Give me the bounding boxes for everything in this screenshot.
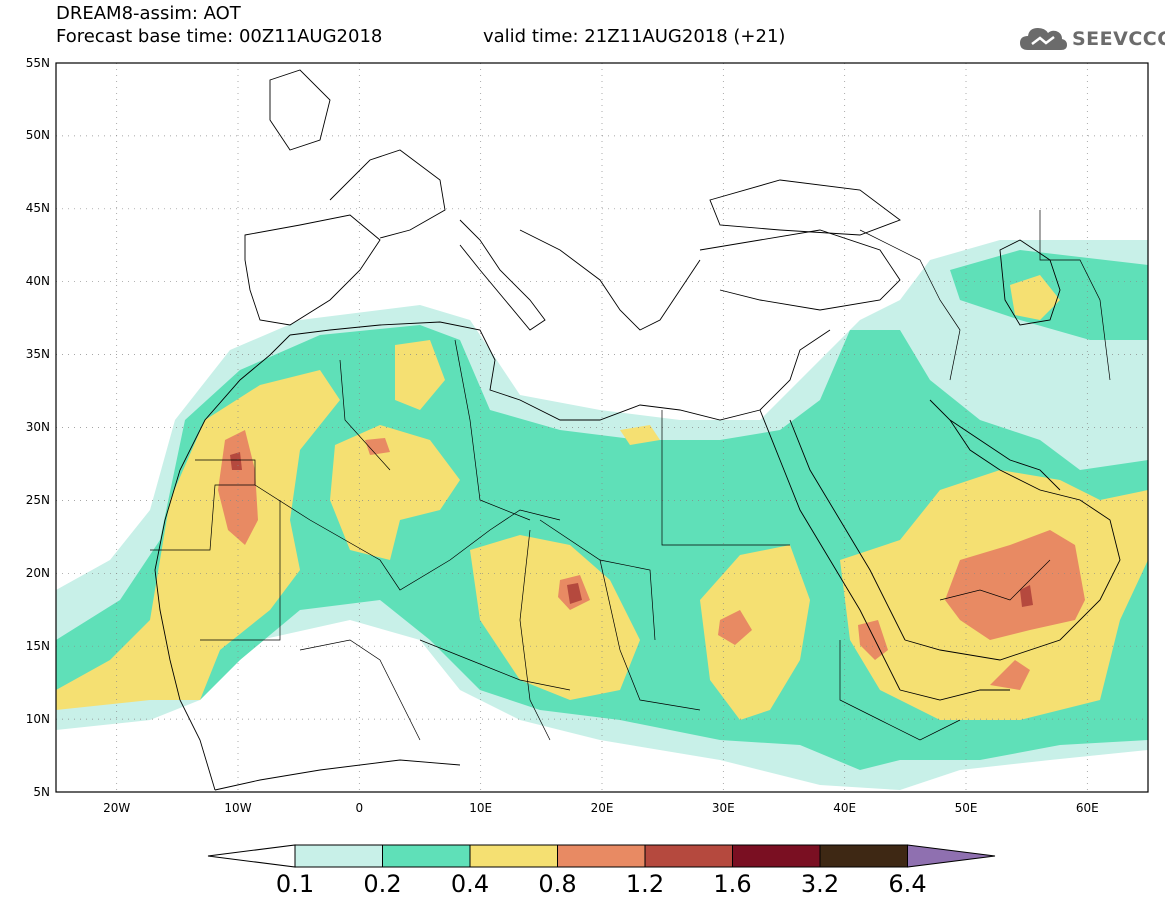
lat-lon-grid bbox=[56, 63, 1148, 792]
lon-label: 60E bbox=[1076, 801, 1099, 815]
lon-label: 10E bbox=[469, 801, 492, 815]
colorbar-bin bbox=[294, 844, 383, 868]
colorbar-bin bbox=[819, 844, 908, 868]
lat-label: 30N bbox=[26, 420, 50, 434]
logo-text: SEEVCCC bbox=[1072, 28, 1165, 50]
forecast-base-time: Forecast base time: 00Z11AUG2018 bbox=[56, 26, 383, 47]
aot-contour-0.8-yemen bbox=[990, 660, 1030, 690]
aot-contour-0.4-sudan bbox=[700, 545, 810, 720]
colorbar-under-arrow bbox=[207, 844, 296, 868]
aot-contour-0.4-chad bbox=[470, 535, 640, 700]
lon-labels: 20W 10W 0 10E 20E 30E 40E 50E 60E bbox=[103, 801, 1099, 815]
aot-contour-0.4-algeria bbox=[330, 425, 460, 560]
aot-contour-1.2-chad bbox=[567, 583, 582, 604]
lat-label: 20N bbox=[26, 566, 50, 580]
cloud-icon bbox=[1020, 28, 1067, 50]
aot-contour-0.8-arabia bbox=[945, 530, 1085, 640]
lon-label: 30E bbox=[712, 801, 735, 815]
lon-label: 50E bbox=[955, 801, 978, 815]
aot-contour-0.8-sudan bbox=[718, 610, 752, 645]
lat-labels: 5N 10N 15N 20N 25N 30N 35N 40N 45N 50N 5… bbox=[26, 56, 50, 799]
colorbar-label: 0.1 bbox=[275, 870, 315, 898]
lat-label: 25N bbox=[26, 493, 50, 507]
colorbar-label: 0.4 bbox=[450, 870, 490, 898]
map-frame bbox=[55, 62, 1149, 793]
colorbar-bin bbox=[644, 844, 733, 868]
coastlines bbox=[150, 69, 1121, 791]
lat-label: 55N bbox=[26, 56, 50, 70]
aot-contour-0.4-caspian bbox=[1010, 275, 1060, 320]
colorbar bbox=[207, 844, 996, 868]
lat-label: 40N bbox=[26, 274, 50, 288]
lat-label: 10N bbox=[26, 712, 50, 726]
lon-label: 0 bbox=[355, 801, 363, 815]
lat-label: 50N bbox=[26, 128, 50, 142]
lat-label: 45N bbox=[26, 201, 50, 215]
colorbar-label: 0.8 bbox=[538, 870, 577, 898]
lat-label: 35N bbox=[26, 347, 50, 361]
aot-contour-0.4-west bbox=[56, 370, 340, 710]
aot-contour-1.2-arabia bbox=[1020, 585, 1033, 607]
aot-field bbox=[56, 240, 1148, 790]
colorbar-label: 0.2 bbox=[363, 870, 402, 898]
colorbar-label: 3.2 bbox=[800, 870, 840, 898]
lat-label: 5N bbox=[33, 785, 50, 799]
colorbar-bin bbox=[557, 844, 646, 868]
map-title: DREAM8-assim: AOT bbox=[56, 3, 241, 24]
seevccc-logo: SEEVCCC bbox=[1018, 22, 1165, 56]
aot-contour-0.4-egypt bbox=[620, 425, 660, 445]
lon-label: 20E bbox=[591, 801, 614, 815]
lon-label: 40E bbox=[833, 801, 856, 815]
aot-contour-1.2-mauritania bbox=[230, 452, 242, 470]
lon-label: 20W bbox=[103, 801, 130, 815]
lon-label: 10W bbox=[224, 801, 251, 815]
lat-label: 15N bbox=[26, 639, 50, 653]
aot-contour-0.8-algeria bbox=[365, 438, 390, 455]
valid-time: valid time: 21Z11AUG2018 (+21) bbox=[483, 26, 786, 47]
colorbar-label: 6.4 bbox=[888, 870, 927, 898]
colorbar-label: 1.2 bbox=[625, 870, 665, 898]
aot-contour-0.4-libya bbox=[395, 340, 445, 410]
aot-contour-0.8-mauritania bbox=[218, 430, 258, 545]
colorbar-over-arrow bbox=[907, 844, 996, 868]
colorbar-bin bbox=[382, 844, 471, 868]
colorbar-bin bbox=[469, 844, 558, 868]
colorbar-label: 1.6 bbox=[713, 870, 752, 898]
colorbar-bin bbox=[732, 844, 821, 868]
